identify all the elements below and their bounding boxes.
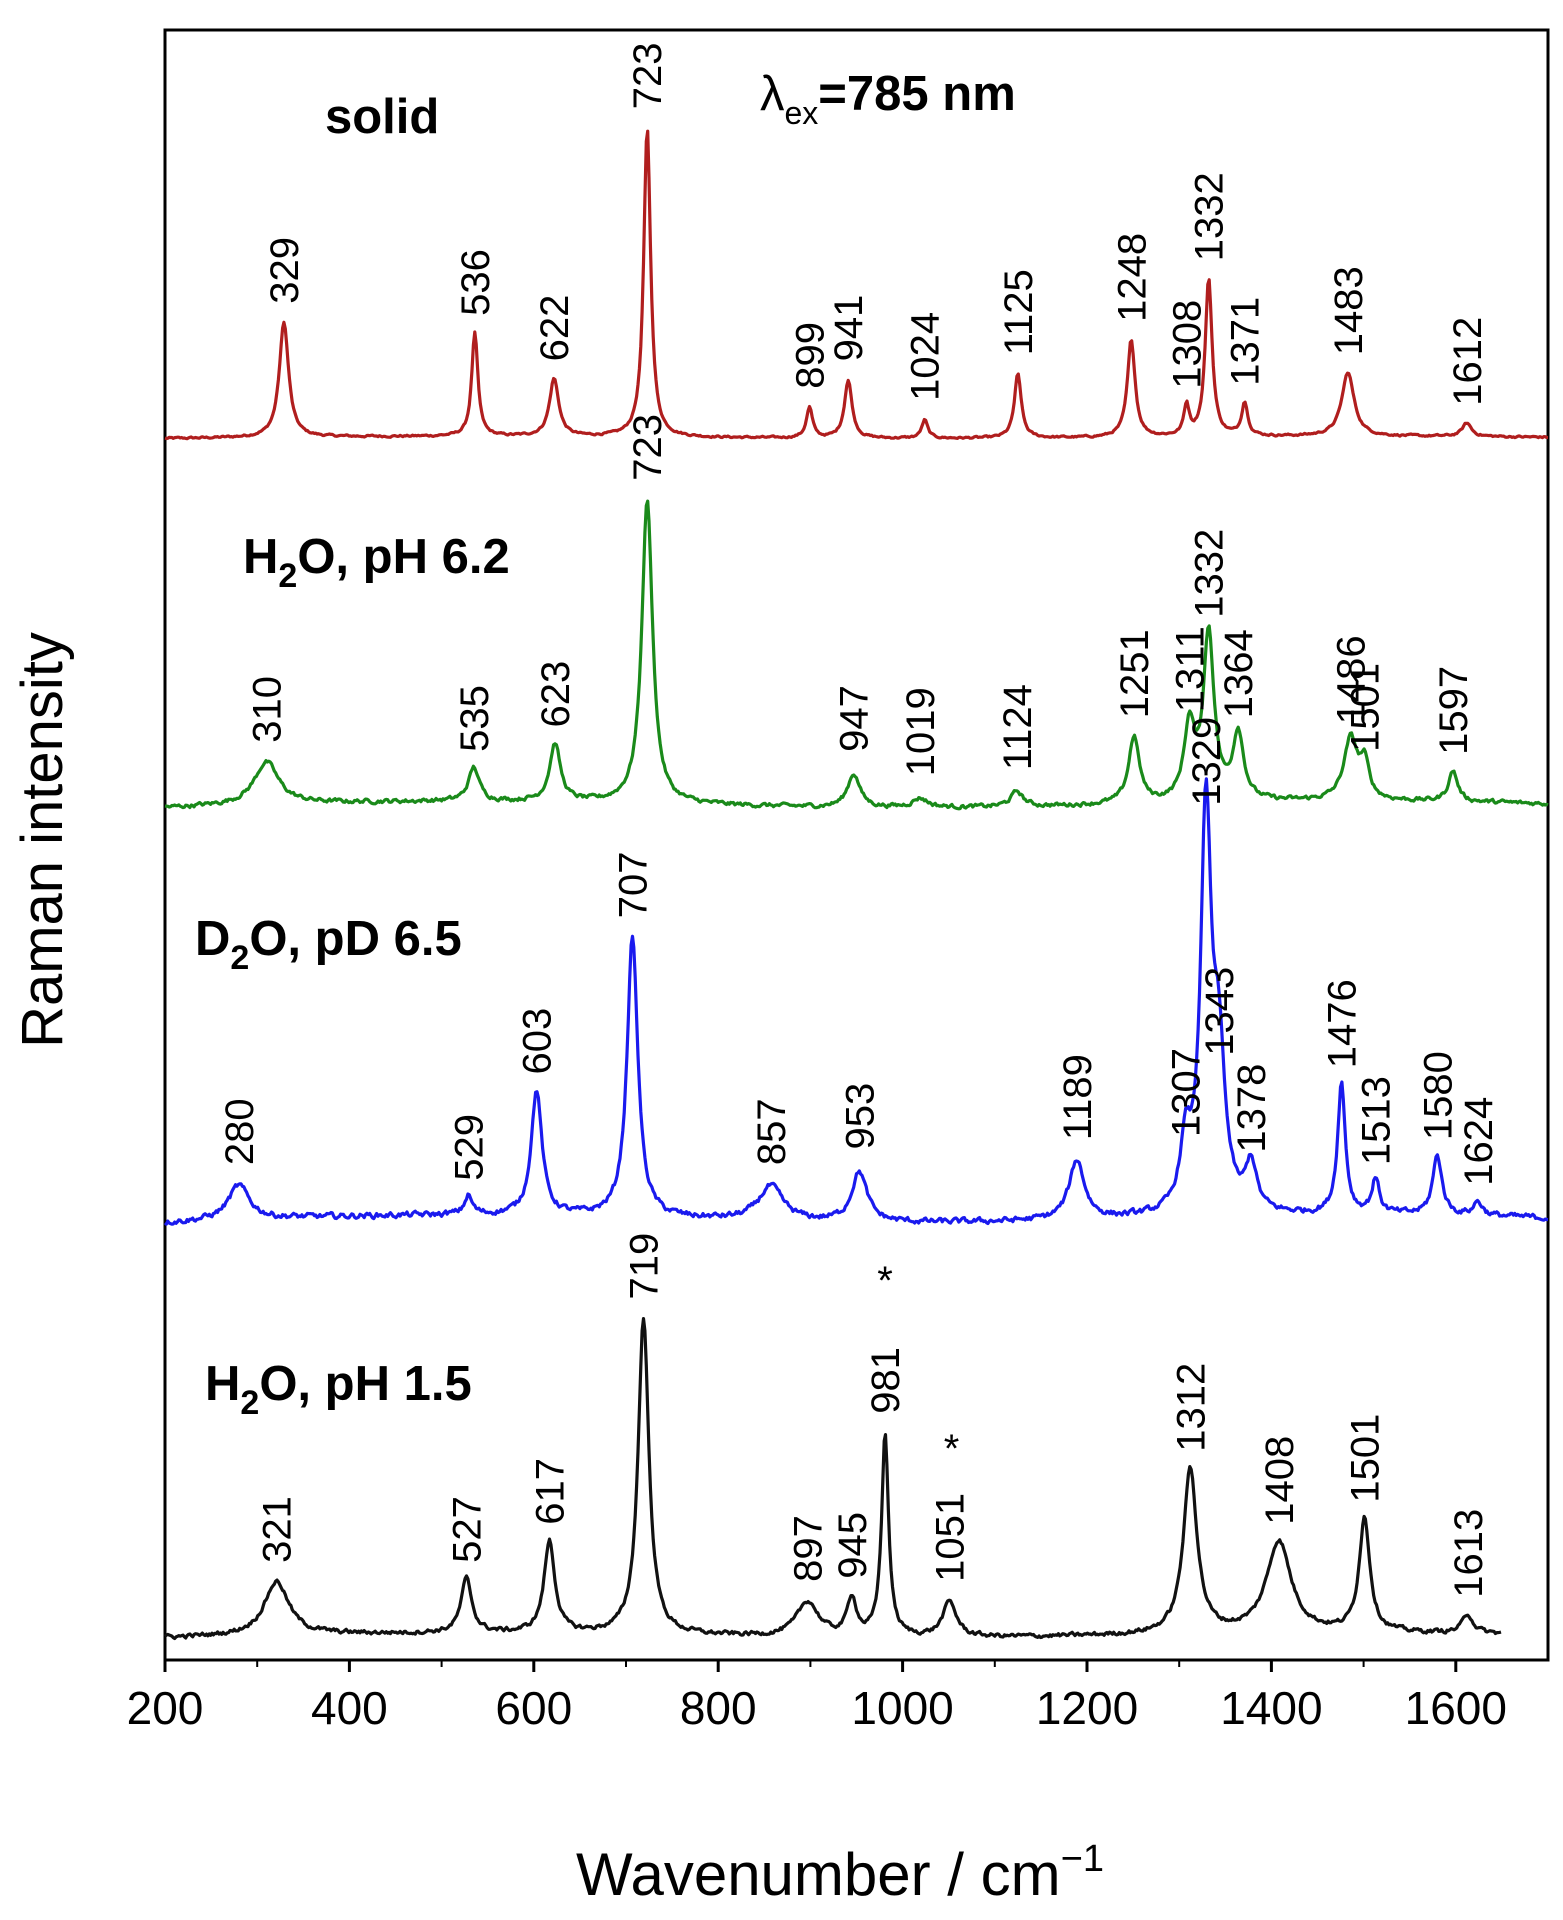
x-tick-label: 800 [680, 1682, 757, 1734]
spectrum-line [163, 1317, 1502, 1641]
plot-area-border [163, 28, 1550, 1662]
peak-label: 723 [626, 43, 670, 110]
spectra-traces [163, 129, 1549, 1641]
peak-label: 1332 [1188, 529, 1232, 618]
peak-label: 1329 [1185, 717, 1229, 806]
peak-label: 723 [626, 414, 670, 481]
x-axis-title-exponent: −1 [1061, 1838, 1104, 1880]
peak-label: 529 [447, 1114, 491, 1181]
series-label: H2O, pH 6.2 [243, 530, 510, 595]
peak-label: 1378 [1230, 1064, 1274, 1153]
peak-label: 1580 [1416, 1051, 1460, 1140]
peak-label: 897 [787, 1515, 831, 1582]
peak-label: 623 [534, 661, 578, 728]
series-label-part: H [205, 1357, 240, 1411]
peak-label: 1248 [1110, 233, 1154, 322]
peak-label: 1312 [1169, 1363, 1213, 1452]
peak-label: 1124 [996, 684, 1040, 770]
x-axis-title: Wavenumber / cm−1 [576, 1838, 1104, 1908]
peak-label: 1408 [1258, 1436, 1302, 1525]
solvent-band-marker: * [944, 1427, 960, 1471]
peak-label: 536 [454, 249, 498, 316]
peak-label: 707 [612, 852, 656, 919]
x-tick-label: 1400 [1220, 1682, 1322, 1734]
series-label: D2O, pD 6.5 [195, 912, 462, 977]
peak-label: 1024 [904, 312, 948, 401]
x-tick-label: 400 [311, 1682, 388, 1734]
series-label-part: O, pD 6.5 [249, 912, 461, 966]
peak-label: 1332 [1188, 172, 1232, 261]
solvent-band-marker: * [877, 1259, 893, 1303]
peak-label: 719 [623, 1233, 667, 1300]
peak-label: 1612 [1446, 317, 1490, 406]
x-tick-label: 200 [127, 1682, 204, 1734]
peak-label: 945 [831, 1512, 875, 1579]
plot-frame [163, 28, 1550, 1662]
peak-label: 1501 [1344, 663, 1388, 752]
x-axis-ticks: 200 400 600 800 1000 1200 1400 1600 [127, 1660, 1507, 1734]
series-label-part: O, pH 6.2 [297, 530, 509, 584]
series-label-subscript: 2 [230, 939, 249, 977]
excitation-lambda: λ [760, 67, 785, 121]
series-label-subscript: 2 [278, 557, 297, 595]
peak-label: 981 [864, 1347, 908, 1414]
peak-label: 941 [827, 295, 871, 362]
peak-label: 1483 [1327, 266, 1371, 355]
peak-label: 1343 [1198, 967, 1242, 1056]
excitation-subscript: ex [785, 95, 819, 131]
spectrum-line [164, 499, 1549, 811]
peak-label: 280 [218, 1098, 262, 1165]
peak-label: 1307 [1165, 1048, 1209, 1137]
peak-label: 1019 [899, 687, 943, 776]
peak-label: 1371 [1224, 297, 1268, 386]
peak-label: 953 [838, 1083, 882, 1150]
series-label-subscript: 2 [240, 1384, 259, 1422]
x-tick-label: 1000 [851, 1682, 953, 1734]
peak-label: 617 [529, 1458, 573, 1525]
peak-label: 527 [446, 1496, 490, 1563]
x-axis-title-main: Wavenumber / cm [576, 1841, 1061, 1908]
peak-label: 1513 [1355, 1076, 1399, 1165]
x-tick-label: 1600 [1405, 1682, 1507, 1734]
peak-label: 1613 [1447, 1509, 1491, 1598]
peak-label: 1364 [1217, 629, 1261, 718]
peak-label: 535 [453, 685, 497, 752]
peak-label: 1051 [929, 1493, 973, 1582]
peak-label: 1624 [1457, 1097, 1501, 1186]
peak-label: 603 [516, 1008, 560, 1075]
spectrum-line [163, 777, 1549, 1226]
spectrum-line [164, 129, 1549, 441]
peak-label: 899 [789, 322, 833, 389]
excitation-wavelength-label: λex=785 nm [760, 67, 1016, 131]
series-label-part: O, pH 1.5 [259, 1357, 471, 1411]
peak-label: 1308 [1166, 300, 1210, 389]
peak-label: 857 [750, 1098, 794, 1165]
peak-label: 622 [533, 295, 577, 362]
peak-label: 1251 [1113, 629, 1157, 718]
x-tick-label: 600 [495, 1682, 572, 1734]
series-label-part: H [243, 530, 278, 584]
series-label-part: D [195, 912, 230, 966]
peak-label: 329 [263, 237, 307, 304]
peak-label: 1597 [1432, 666, 1476, 755]
peak-label: 310 [245, 676, 289, 743]
y-axis-title: Raman intensity [10, 632, 75, 1048]
peak-label: 1476 [1321, 979, 1365, 1068]
peak-label: 947 [833, 685, 877, 752]
peak-label: 1125 [997, 269, 1041, 355]
series-label: H2O, pH 1.5 [205, 1357, 472, 1422]
peak-label: 321 [256, 1496, 300, 1563]
x-tick-label: 1200 [1036, 1682, 1138, 1734]
peak-label: 1189 [1056, 1054, 1100, 1140]
peak-label: 1486 [1330, 635, 1374, 724]
excitation-value: =785 nm [818, 67, 1015, 121]
peak-label: 1311 [1168, 626, 1212, 712]
peak-label: 1501 [1344, 1414, 1388, 1503]
series-label: solid [325, 90, 439, 144]
